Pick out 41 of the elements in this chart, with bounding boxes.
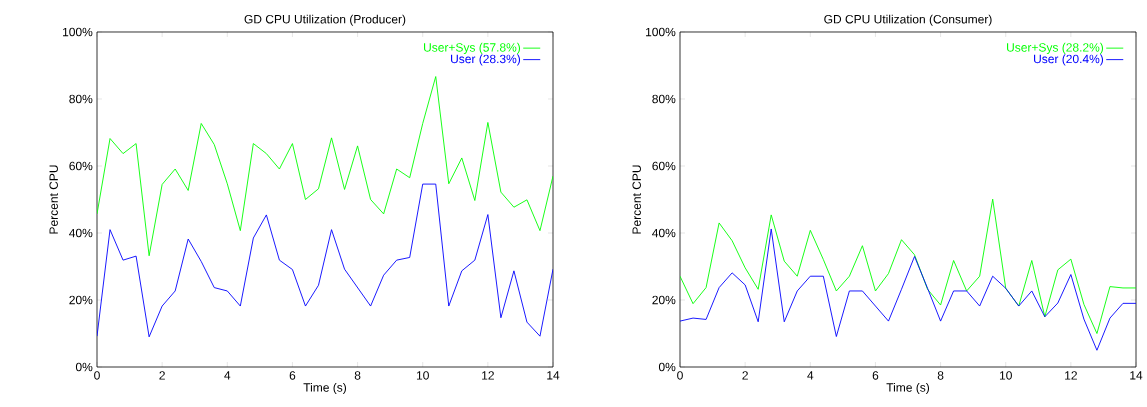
- legend-label: User (20.4%): [1034, 54, 1104, 66]
- line-series: [680, 228, 1137, 351]
- y-tick-label: 60%: [652, 161, 676, 171]
- x-tick-label: 10: [999, 371, 1012, 380]
- x-tick-label: 0: [677, 371, 683, 380]
- x-tick-label: 6: [872, 371, 879, 380]
- x-tick-label: 4: [807, 371, 814, 380]
- x-axis-title: Time (s): [886, 382, 930, 395]
- x-tick-label: 0: [94, 371, 100, 380]
- y-tick-label: 20%: [652, 295, 676, 305]
- y-axis-title: Percent CPU: [49, 165, 58, 234]
- line-series: [97, 76, 553, 257]
- y-tick-label: 60%: [69, 161, 93, 171]
- y-tick-label: 80%: [652, 94, 676, 104]
- y-tick-label: 20%: [69, 295, 93, 305]
- legend-label: User (28.3%): [451, 54, 521, 66]
- x-axis-title: Time (s): [303, 382, 347, 395]
- y-tick-label: 100%: [646, 27, 676, 37]
- chart-title: GD CPU Utilization (Consumer): [824, 14, 992, 26]
- y-tick-label: 0%: [658, 362, 676, 372]
- legend-label: User+Sys (57.8%): [424, 42, 521, 55]
- legend-label: User+Sys (28.2%): [1007, 42, 1104, 55]
- x-tick-label: 12: [482, 371, 494, 380]
- x-tick-label: 14: [547, 371, 560, 380]
- chart-title: GD CPU Utilization (Producer): [244, 14, 406, 26]
- x-tick-label: 6: [289, 371, 296, 380]
- x-tick-label: 2: [742, 371, 748, 380]
- x-tick-label: 14: [1130, 371, 1143, 380]
- y-axis-title: Percent CPU: [632, 165, 641, 234]
- y-tick-label: 0%: [75, 362, 93, 372]
- line-series: [680, 198, 1137, 334]
- x-tick-label: 10: [416, 371, 429, 380]
- y-tick-label: 100%: [63, 27, 93, 37]
- x-tick-label: 8: [354, 371, 361, 380]
- y-tick-label: 80%: [69, 94, 93, 104]
- x-tick-label: 8: [937, 371, 944, 380]
- x-tick-label: 4: [224, 371, 231, 380]
- x-tick-label: 2: [159, 371, 165, 380]
- x-tick-label: 12: [1065, 371, 1077, 380]
- y-tick-label: 40%: [69, 228, 93, 238]
- y-tick-label: 40%: [652, 228, 676, 238]
